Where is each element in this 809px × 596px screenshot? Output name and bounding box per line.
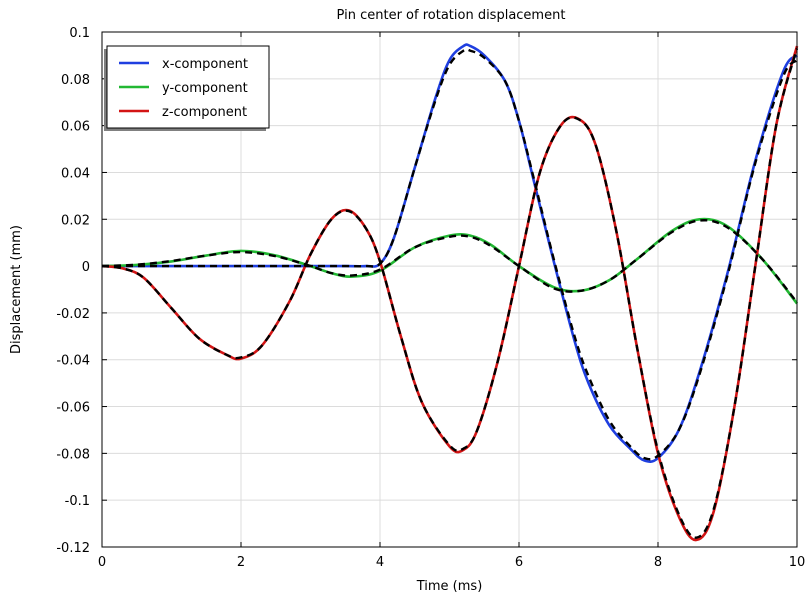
- y-tick-label: 0: [82, 260, 90, 275]
- x-axis-title: Time (ms): [416, 579, 483, 594]
- y-tick-label: 0.02: [61, 213, 90, 228]
- y-tick-label: -0.06: [56, 401, 90, 416]
- x-tick-label: 6: [515, 555, 523, 570]
- legend-label: z-component: [162, 105, 247, 120]
- reference-layer: [101, 48, 799, 539]
- y-tick-label: 0.08: [61, 73, 90, 88]
- y-tick-label: -0.08: [56, 447, 90, 462]
- y-reference-dashed-line: [101, 219, 798, 304]
- plot-frame: [101, 31, 798, 548]
- axis-ticks: 0 2 4 6 8 10 0.1 0.08 0.06 0.04 0.02 0 -0.02 -0.04 -0.…: [56, 26, 805, 570]
- y-tick-label: 0.1: [69, 26, 90, 41]
- legend: x-component y-component z-component: [104, 45, 270, 131]
- y-tick-label: 0.04: [61, 166, 90, 181]
- x-tick-label: 10: [789, 555, 806, 570]
- x-tick-label: 2: [237, 555, 245, 570]
- x-tick-label: 8: [654, 555, 662, 570]
- y-tick-label: -0.12: [56, 541, 90, 556]
- z-reference-dashed-line: [101, 48, 799, 539]
- y-tick-label: -0.02: [56, 307, 90, 322]
- x-reference-dashed-line: [102, 48, 798, 461]
- y-tick-label: -0.1: [65, 494, 90, 509]
- y-tick-label: 0.06: [61, 120, 90, 135]
- x-tick-label: 4: [376, 555, 384, 570]
- x-tick-label: 0: [98, 555, 106, 570]
- y-component-line: [101, 217, 799, 305]
- legend-label: x-component: [162, 57, 248, 72]
- chart-title: Pin center of rotation displacement: [337, 8, 566, 23]
- y-axis-title: Displacement (mm): [9, 225, 24, 354]
- y-tick-label: -0.04: [56, 354, 90, 369]
- legend-label: y-component: [162, 81, 248, 96]
